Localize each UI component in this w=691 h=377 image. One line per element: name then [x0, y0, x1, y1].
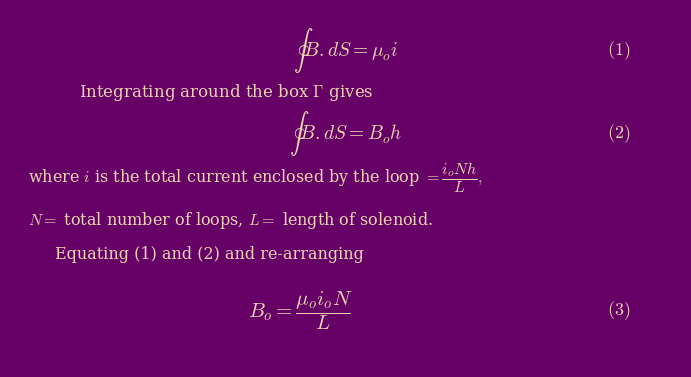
Text: $\oint B.dS = B_o h$: $\oint B.dS = B_o h$: [289, 109, 402, 158]
Text: Equating (1) and (2) and re-arranging: Equating (1) and (2) and re-arranging: [55, 246, 364, 263]
Text: $N =$ total number of loops, $L =$ length of solenoid.: $N =$ total number of loops, $L =$ lengt…: [28, 210, 433, 231]
Text: $(1)$: $(1)$: [607, 40, 630, 62]
Text: $\oint B.dS = \mu_o i$: $\oint B.dS = \mu_o i$: [293, 26, 398, 75]
Text: $(2)$: $(2)$: [607, 123, 630, 145]
Text: $(3)$: $(3)$: [607, 300, 630, 322]
Text: where $i$ is the total current enclosed by the loop $= \dfrac{i_o Nh}{L},$: where $i$ is the total current enclosed …: [28, 160, 483, 195]
Text: $B_o = \dfrac{\mu_o i_o N}{L}$: $B_o = \dfrac{\mu_o i_o N}{L}$: [248, 290, 353, 332]
Text: Integrating around the box $\Gamma$ gives: Integrating around the box $\Gamma$ give…: [79, 82, 374, 103]
